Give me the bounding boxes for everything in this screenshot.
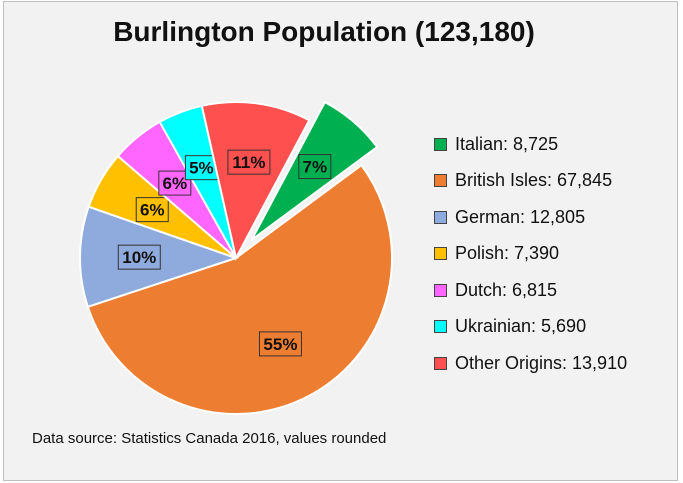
legend-label: Ukrainian: 5,690 bbox=[455, 316, 587, 337]
legend-item-dutch: Dutch: 6,815 bbox=[434, 272, 627, 309]
legend-swatch bbox=[434, 137, 447, 151]
legend-label: Polish: 7,390 bbox=[455, 243, 560, 264]
slice-label-italian: 7% bbox=[298, 154, 332, 180]
legend-swatch bbox=[434, 210, 447, 224]
legend-swatch bbox=[434, 174, 447, 188]
legend-item-ukrainian: Ukrainian: 5,690 bbox=[434, 309, 627, 346]
slice-label-text: 10% bbox=[122, 248, 156, 267]
slice-label-ukrainian: 5% bbox=[184, 155, 218, 181]
legend-label: Italian: 8,725 bbox=[455, 133, 559, 154]
legend-label: Dutch: 6,815 bbox=[455, 279, 558, 300]
legend-item-other-origins: Other Origins: 13,910 bbox=[434, 345, 627, 382]
slice-label-box bbox=[135, 197, 169, 223]
slice-label-german: 10% bbox=[117, 244, 161, 270]
slice-label-text: 11% bbox=[232, 153, 265, 172]
legend-swatch bbox=[434, 247, 447, 261]
slice-label-text: 7% bbox=[303, 158, 328, 177]
legend-swatch bbox=[434, 320, 447, 334]
slice-label-box bbox=[298, 154, 332, 180]
legend-label: German: 12,805 bbox=[455, 206, 586, 227]
pie-slice-other-origins bbox=[200, 101, 311, 261]
pie-slice-british-isles bbox=[86, 163, 393, 415]
legend-label: Other Origins: 13,910 bbox=[455, 352, 628, 373]
legend-item-german: German: 12,805 bbox=[434, 199, 627, 236]
legend-label: British Isles: 67,845 bbox=[455, 170, 613, 191]
slice-label-box bbox=[184, 155, 218, 181]
legend-item-british-isles: British Isles: 67,845 bbox=[434, 163, 627, 200]
chart-title: Burlington Population (123,180) bbox=[113, 16, 535, 47]
legend-swatch bbox=[434, 356, 447, 370]
legend-item-polish: Polish: 7,390 bbox=[434, 236, 627, 273]
slice-label-box bbox=[227, 149, 271, 175]
chart-frame: Burlington Population (123,180) 7% 55% 10%… bbox=[3, 1, 678, 481]
legend-swatch bbox=[434, 283, 447, 297]
slice-label-text: 55% bbox=[263, 335, 297, 354]
source-note: Data source: Statistics Canada 2016, val… bbox=[32, 430, 387, 447]
slice-label-text: 5% bbox=[189, 159, 214, 178]
legend: Italian: 8,725 British Isles: 67,845 Ger… bbox=[434, 126, 627, 382]
slice-label-text: 6% bbox=[163, 174, 188, 193]
slice-label-british-isles: 55% bbox=[258, 331, 302, 357]
slice-label-text: 6% bbox=[140, 201, 165, 220]
slice-label-box bbox=[258, 331, 302, 357]
slice-label-polish: 6% bbox=[135, 197, 169, 223]
slice-label-other-origins: 11% bbox=[227, 149, 271, 175]
slice-label-box bbox=[117, 244, 161, 270]
legend-item-italian: Italian: 8,725 bbox=[434, 126, 627, 163]
pie-chart: 7%55%10%6%6%5% 11% bbox=[79, 100, 393, 415]
